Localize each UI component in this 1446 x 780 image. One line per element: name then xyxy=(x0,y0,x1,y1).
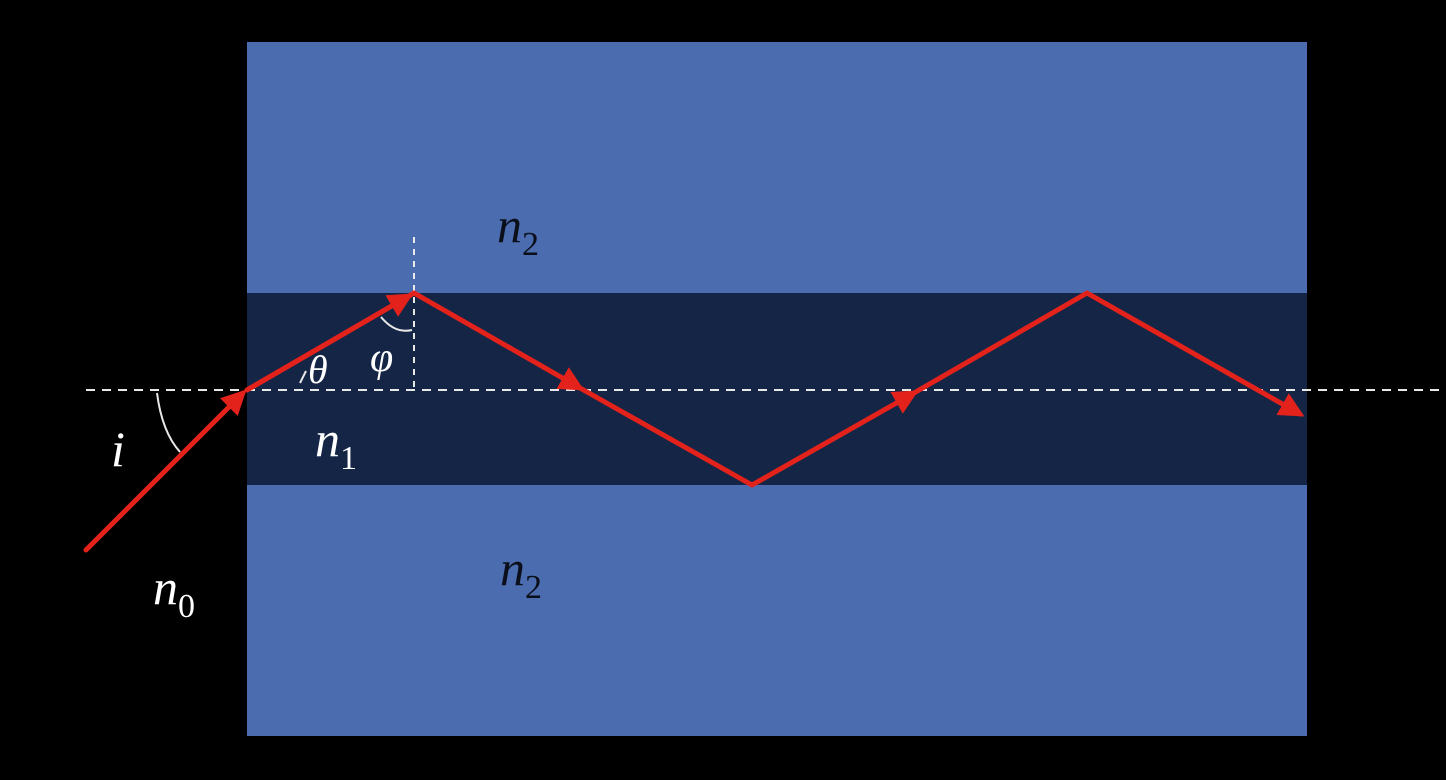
reflection-angle-arc xyxy=(380,316,413,332)
label-core: n1 xyxy=(315,411,357,477)
label-incidence-angle: i xyxy=(111,421,125,477)
label-cladding-bottom: n2 xyxy=(500,540,542,606)
ray-incident-segment xyxy=(83,389,247,553)
label-cladding-top: n2 xyxy=(497,197,539,263)
ray-segment-2 xyxy=(411,290,585,391)
label-reflection-angle: φ xyxy=(370,335,393,381)
ray-segment-6 xyxy=(1084,290,1305,417)
ray-segment-4 xyxy=(749,390,919,488)
light-ray xyxy=(83,290,1305,553)
label-refraction-angle: θ xyxy=(308,347,328,392)
ray-segment-5 xyxy=(911,290,1090,396)
incidence-angle-arc xyxy=(156,392,181,453)
refraction-angle-arc xyxy=(299,370,307,384)
label-outside-medium: n0 xyxy=(153,559,195,625)
ray-segment-3 xyxy=(577,385,755,488)
ray-segment-1-arrow xyxy=(244,293,414,393)
